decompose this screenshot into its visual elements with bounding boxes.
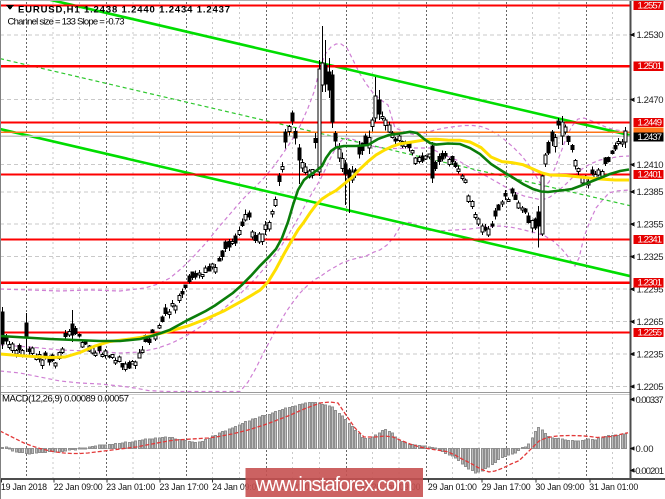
svg-text:1.2255: 1.2255: [638, 328, 663, 339]
svg-text:MACD(12,26,9) 0.00089 0.00057: MACD(12,26,9) 0.00089 0.00057: [2, 394, 129, 405]
svg-text:1.2449: 1.2449: [638, 118, 663, 129]
svg-text:22 Jan 09:00: 22 Jan 09:00: [54, 482, 103, 492]
svg-text:23 Jan 17:00: 23 Jan 17:00: [160, 482, 209, 492]
svg-text:29 Jan 01:00: 29 Jan 01:00: [428, 482, 477, 492]
svg-text:-0.00201: -0.00201: [633, 466, 664, 477]
svg-text:1.2235: 1.2235: [637, 350, 664, 361]
svg-text:1.2205: 1.2205: [637, 382, 664, 393]
svg-text:1.2265: 1.2265: [637, 317, 664, 328]
svg-text:1.2355: 1.2355: [637, 220, 664, 231]
svg-text:29 Jan 17:00: 29 Jan 17:00: [482, 482, 531, 492]
svg-text:1.2530: 1.2530: [637, 30, 664, 41]
svg-text:23 Jan 01:00: 23 Jan 01:00: [106, 482, 155, 492]
svg-text:EURUSD,H1 1.2438 1.2440 1.243: EURUSD,H1 1.2438 1.2440 1.2434 1.2437: [18, 5, 230, 16]
svg-text:1.2301: 1.2301: [638, 278, 663, 289]
svg-text:www.instaforex.com: www.instaforex.com: [255, 474, 413, 496]
svg-text:1.2470: 1.2470: [637, 95, 664, 106]
svg-text:1.2437: 1.2437: [638, 132, 663, 143]
svg-text:1.2325: 1.2325: [637, 252, 664, 263]
svg-text:19 Jan 2018: 19 Jan 2018: [1, 482, 47, 492]
svg-text:1.2557: 1.2557: [638, 1, 663, 12]
svg-text:Channel size = 133 Slope = -0.: Channel size = 133 Slope = -0.73: [8, 17, 125, 28]
svg-text:1.2401: 1.2401: [638, 169, 663, 180]
svg-text:30 Jan 09:00: 30 Jan 09:00: [536, 482, 585, 492]
svg-text:1.2501: 1.2501: [638, 61, 663, 72]
svg-text:31 Jan 01:00: 31 Jan 01:00: [589, 482, 638, 492]
svg-text:1.2410: 1.2410: [637, 160, 664, 171]
svg-text:1.2341: 1.2341: [638, 234, 663, 245]
svg-text:24 Jan 09:00: 24 Jan 09:00: [212, 482, 261, 492]
svg-text:1.2295: 1.2295: [637, 285, 664, 296]
svg-text:0.00: 0.00: [636, 444, 654, 455]
svg-text:0.00337: 0.00337: [636, 395, 664, 406]
svg-text:1.2385: 1.2385: [637, 187, 664, 198]
